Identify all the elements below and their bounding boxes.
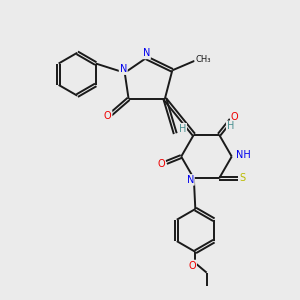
Text: H: H [179,124,186,134]
Text: O: O [157,159,165,169]
Text: CH₃: CH₃ [195,55,211,64]
Text: O: O [231,112,239,122]
Text: N: N [143,48,150,59]
Text: N: N [187,175,194,185]
Text: O: O [104,111,112,121]
Text: S: S [240,173,246,183]
Text: NH: NH [236,150,250,160]
Text: O: O [188,260,196,271]
Text: H: H [227,121,234,131]
Text: N: N [120,64,127,74]
